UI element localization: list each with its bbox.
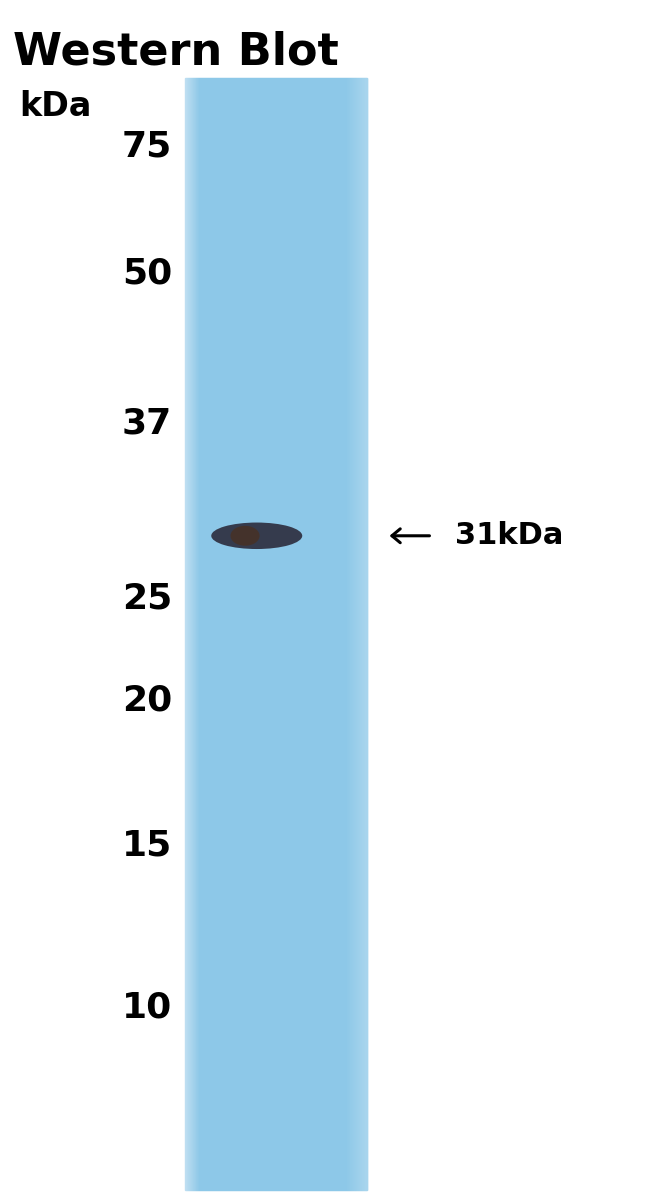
Text: 31kDa: 31kDa xyxy=(455,521,564,550)
Text: kDa: kDa xyxy=(20,90,92,123)
Text: 75: 75 xyxy=(122,130,172,164)
Text: 10: 10 xyxy=(122,991,172,1025)
Ellipse shape xyxy=(231,526,259,545)
Text: 25: 25 xyxy=(122,582,172,615)
Ellipse shape xyxy=(211,523,302,549)
Text: 20: 20 xyxy=(122,684,172,718)
Text: 15: 15 xyxy=(122,828,172,862)
Text: Western Blot: Western Blot xyxy=(13,30,339,73)
Text: 37: 37 xyxy=(122,407,172,441)
FancyArrowPatch shape xyxy=(392,529,430,543)
Text: 50: 50 xyxy=(122,256,172,290)
